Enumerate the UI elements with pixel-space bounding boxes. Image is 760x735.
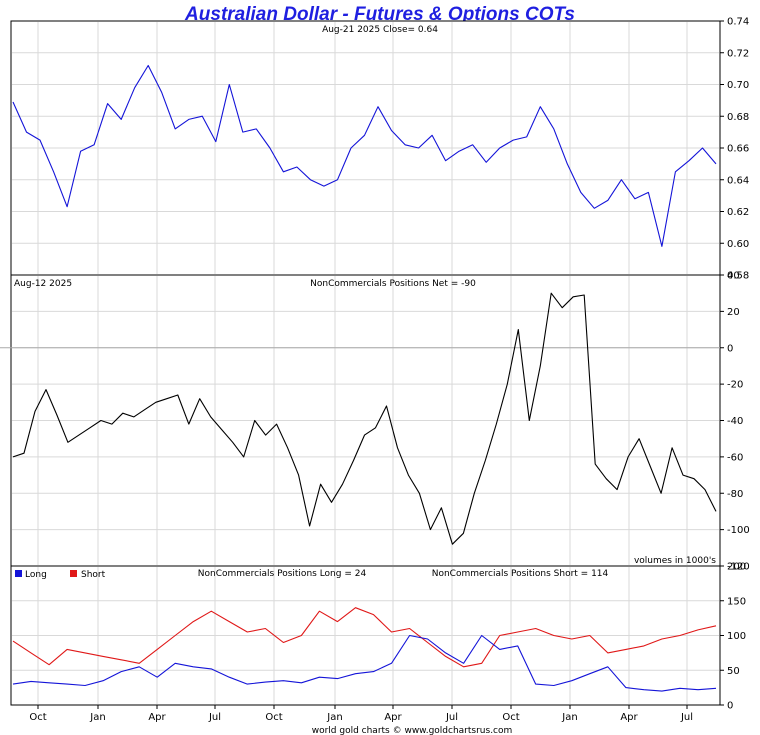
y-tick-label: -120 bbox=[727, 562, 750, 573]
y-tick-label: 200 bbox=[727, 562, 746, 573]
y-tick-label: 0.62 bbox=[727, 207, 749, 218]
x-tick-label: Oct bbox=[265, 712, 282, 723]
x-tick-label: Jan bbox=[561, 712, 577, 723]
short-legend-swatch bbox=[70, 570, 77, 577]
grid-layer bbox=[0, 22, 720, 704]
x-tick-label: Jul bbox=[445, 712, 458, 723]
x-tick-label: Jul bbox=[208, 712, 221, 723]
y-tick-label: 0.74 bbox=[727, 17, 749, 28]
long-positions-line bbox=[12, 634, 717, 692]
price-panel-title: Aug-21 2025 Close= 0.64 bbox=[322, 25, 438, 35]
x-tick-label: Oct bbox=[502, 712, 519, 723]
y-tick-label: 0.64 bbox=[727, 175, 749, 186]
long-legend-swatch bbox=[15, 570, 22, 577]
volume-units-note: volumes in 1000's bbox=[634, 556, 716, 566]
short-positions-line bbox=[12, 607, 717, 668]
y-tick-label: 0.72 bbox=[727, 48, 749, 59]
footer-credit: world gold charts © www.goldchartsrus.co… bbox=[312, 726, 513, 735]
y-tick-label: 0.70 bbox=[727, 80, 749, 91]
x-tick-label: Apr bbox=[148, 712, 166, 723]
x-tick-label: Jan bbox=[89, 712, 105, 723]
x-tick-label: Apr bbox=[620, 712, 638, 723]
net-panel-title: NonCommercials Positions Net = -90 bbox=[310, 279, 476, 289]
x-tick-label: Apr bbox=[384, 712, 402, 723]
y-tick-label: 0 bbox=[727, 701, 733, 712]
y-tick-label: 40 bbox=[727, 271, 740, 282]
chart-title: Australian Dollar - Futures & Options CO… bbox=[184, 4, 575, 25]
y-tick-label: 0 bbox=[727, 343, 733, 354]
y-tick-label: -40 bbox=[727, 416, 743, 427]
x-tick-label: Jul bbox=[680, 712, 693, 723]
y-tick-label: 0.68 bbox=[727, 112, 749, 123]
x-tick-label: Jan bbox=[326, 712, 342, 723]
y-tick-label: 0.58 bbox=[727, 271, 749, 282]
net-positions-line bbox=[12, 292, 717, 545]
y-tick-label: 0.60 bbox=[727, 239, 749, 250]
long-positions-title: NonCommercials Positions Long = 24 bbox=[198, 569, 367, 579]
y-tick-label: -80 bbox=[727, 489, 743, 500]
y-tick-label: 50 bbox=[727, 666, 740, 677]
x-tick-label: Oct bbox=[29, 712, 46, 723]
net-panel-date: Aug-12 2025 bbox=[14, 279, 72, 289]
y-tick-label: 20 bbox=[727, 307, 740, 318]
short-positions-title: NonCommercials Positions Short = 114 bbox=[432, 569, 609, 579]
y-tick-label: 100 bbox=[727, 631, 746, 642]
y-tick-label: 150 bbox=[727, 596, 746, 607]
y-tick-label: 0.66 bbox=[727, 144, 749, 155]
long-legend-label: Long bbox=[25, 570, 47, 580]
y-tick-label: -20 bbox=[727, 380, 743, 391]
price-line bbox=[12, 64, 717, 247]
series-layer bbox=[12, 64, 717, 692]
short-legend-label: Short bbox=[81, 570, 106, 580]
y-tick-label: -60 bbox=[727, 452, 743, 463]
y-tick-label: -100 bbox=[727, 525, 750, 536]
